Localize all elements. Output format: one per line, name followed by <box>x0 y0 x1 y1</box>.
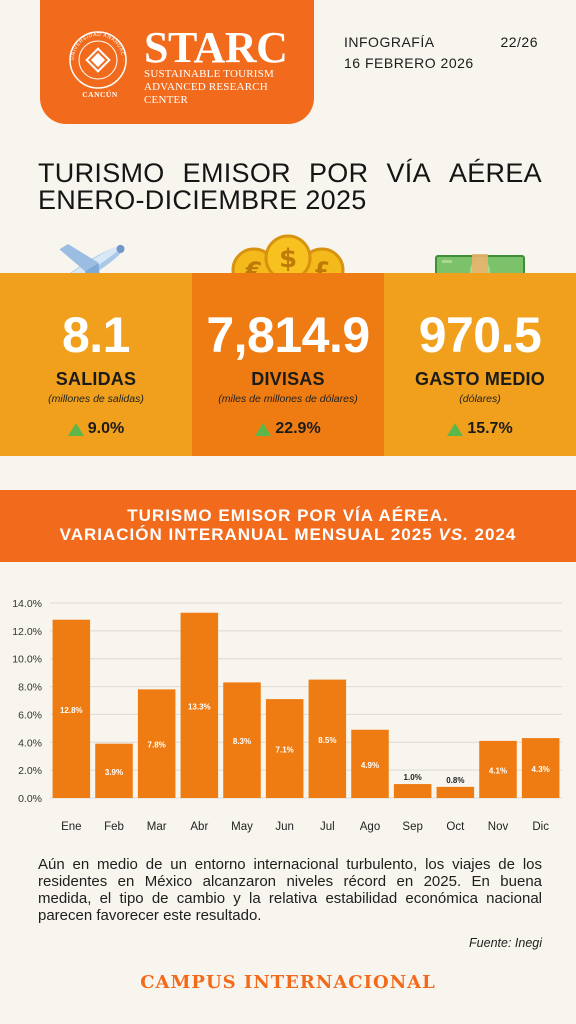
kpi-gasto-medio: 970.5 GASTO MEDIO (dólares) 15.7% <box>384 273 576 456</box>
y-tick-label: 12.0% <box>12 626 42 638</box>
title-word: EMISOR <box>182 158 291 188</box>
summary-paragraph: Aún en medio de un entorno internacional… <box>38 856 542 924</box>
kpi-growth-value: 15.7% <box>467 420 513 437</box>
bar-value-label: 4.3% <box>532 765 550 774</box>
y-tick-label: 0.0% <box>18 793 42 805</box>
bar-value-label: 7.8% <box>148 741 166 750</box>
y-tick-label: 10.0% <box>12 654 42 666</box>
bar-value-label: 13.3% <box>188 702 211 711</box>
banner-line-2-suffix: 2024 <box>468 525 517 544</box>
x-tick-label: Ago <box>360 821 380 833</box>
title-word: VÍA <box>386 158 431 188</box>
kpi-growth-value: 22.9% <box>275 420 321 437</box>
kpi-row: 8.1 SALIDAS (millones de salidas) 9.0% 7… <box>0 273 576 456</box>
banner-line-2-prefix: VARIACIÓN INTERANUAL MENSUAL 2025 <box>59 525 439 544</box>
bar-value-label: 3.9% <box>105 768 123 777</box>
bar <box>393 784 432 798</box>
up-arrow-icon <box>67 422 84 436</box>
kpi-growth: 9.0% <box>0 420 192 438</box>
kpi-label: GASTO MEDIO <box>415 369 545 389</box>
page-title: TURISMO EMISOR POR VÍA AÉREA ENERO-DICIEMBRE… <box>38 160 542 214</box>
source-note: Fuente: Inegi <box>469 936 542 950</box>
bar-value-label: 1.0% <box>404 773 422 782</box>
footer-campus: CAMPUS INTERNACIONAL <box>140 972 436 993</box>
kpi-unit: (millones de salidas) <box>48 393 144 405</box>
bar-value-label: 12.8% <box>60 706 83 715</box>
header-meta: INFOGRAFÍA 22/26 16 FEBRERO 2026 <box>344 34 538 71</box>
chart-svg: 0.0% 2.0% 4.0% 6.0% 8.0% 10.0% 12.0% 14.0% 12.8%… <box>12 598 562 833</box>
up-arrow-icon <box>447 422 464 436</box>
y-tick-label: 4.0% <box>18 737 42 749</box>
kpi-label: DIVISAS <box>251 369 325 389</box>
banner-line-2: VARIACIÓN INTERANUAL MENSUAL 2025 VS. 20… <box>0 525 576 544</box>
x-tick-label: Jul <box>320 821 335 833</box>
brand-subtitle-2: ADVANCED RESEARCH CENTER <box>144 81 268 106</box>
university-seal-icon: UNIVERSIDAD ANÁHUAC · VINCE IN BONO MALU… <box>68 30 127 89</box>
bar-value-label: 4.9% <box>361 761 379 770</box>
kpi-growth: 15.7% <box>384 420 576 438</box>
bar-value-label: 0.8% <box>446 776 464 785</box>
x-tick-label: Feb <box>104 821 124 833</box>
publication-date: 16 FEBRERO 2026 <box>344 55 474 71</box>
banner-vs: VS. <box>438 525 469 544</box>
x-tick-label: Jun <box>275 821 294 833</box>
chart-banner: TURISMO EMISOR POR VÍA AÉREA. VARIACIÓN … <box>0 490 576 562</box>
bar-value-label: 4.1% <box>489 766 507 775</box>
bar <box>521 738 560 798</box>
banner-line-1: TURISMO EMISOR POR VÍA AÉREA. <box>127 506 449 525</box>
infographic-kind: INFOGRAFÍA <box>344 34 435 50</box>
kpi-salidas: 8.1 SALIDAS (millones de salidas) 9.0% <box>0 273 192 456</box>
bar <box>351 729 389 798</box>
title-word: POR <box>309 158 369 188</box>
x-tick-label: Oct <box>446 821 465 833</box>
title-word: TURISMO <box>38 158 165 188</box>
bar <box>223 682 261 798</box>
x-tick-label: Mar <box>147 821 167 833</box>
seal-caption: CANCÚN <box>82 90 118 99</box>
kpi-unit: (dólares) <box>459 393 501 405</box>
kpi-label: SALIDAS <box>55 369 137 389</box>
x-tick-label: Ene <box>61 821 81 833</box>
svg-text:$: $ <box>279 244 297 274</box>
brand-name: STARC <box>144 23 288 72</box>
bar-value-label: 8.3% <box>233 737 251 746</box>
title-line-1: TURISMO EMISOR POR VÍA AÉREA <box>38 160 542 187</box>
y-tick-label: 6.0% <box>18 709 42 721</box>
y-tick-label: 2.0% <box>18 765 42 777</box>
y-tick-label: 8.0% <box>18 682 42 694</box>
x-tick-label: Abr <box>190 821 208 833</box>
x-tick-label: Sep <box>402 821 422 833</box>
kpi-value: 8.1 <box>61 307 131 363</box>
bar <box>180 612 219 798</box>
bar <box>137 689 176 798</box>
kpi-value: 970.5 <box>418 307 542 363</box>
infographic-number: 22/26 <box>500 34 538 50</box>
y-tick-label: 14.0% <box>12 598 42 610</box>
bar <box>479 740 517 798</box>
bar-value-label: 8.5% <box>318 736 336 745</box>
x-tick-label: May <box>231 821 253 833</box>
brand: STARC SUSTAINABLE TOURISM ADVANCED RESEA… <box>144 23 314 107</box>
title-word: AÉREA <box>448 158 542 188</box>
monthly-variation-chart: 0.0% 2.0% 4.0% 6.0% 8.0% 10.0% 12.0% 14.0% 12.8%… <box>0 588 576 838</box>
kpi-growth-value: 9.0% <box>87 420 125 437</box>
title-line-2: ENERO-DICIEMBRE 2025 <box>38 185 367 215</box>
bar-value-label: 7.1% <box>276 746 294 755</box>
x-tick-label: Nov <box>488 821 509 833</box>
up-arrow-icon <box>255 422 272 436</box>
bar <box>436 786 475 798</box>
kpi-value: 7,814.9 <box>206 307 370 363</box>
brand-subtitle-1: SUSTAINABLE TOURISM <box>144 68 274 80</box>
kpi-growth: 22.9% <box>192 420 384 438</box>
kpi-divisas: 7,814.9 DIVISAS (miles de millones de dó… <box>192 273 384 456</box>
bar <box>308 679 347 798</box>
bar <box>95 743 133 798</box>
logo-block: UNIVERSIDAD ANÁHUAC · VINCE IN BONO MALU… <box>40 0 314 124</box>
bar <box>52 619 91 798</box>
kpi-unit: (miles de millones de dólares) <box>218 393 358 405</box>
bar <box>265 699 304 798</box>
x-tick-label: Dic <box>532 821 549 833</box>
